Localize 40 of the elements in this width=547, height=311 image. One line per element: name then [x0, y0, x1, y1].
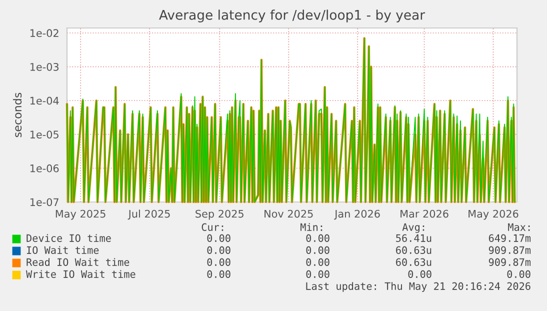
chart-title: Average latency for /dev/loop1 - by year — [159, 10, 426, 22]
text: Min: — [300, 223, 322, 231]
x-tick-label: May 2026 — [468, 210, 518, 220]
text: 0.00 — [207, 270, 230, 278]
legend-label: Read IO Wait time — [26, 258, 130, 266]
text: 0.00 — [306, 246, 330, 254]
y-axis-title: seconds — [13, 92, 22, 138]
y-tick-label: 1e-03 — [30, 62, 59, 71]
text: 0.00 — [207, 258, 230, 266]
text: 0.00 — [306, 258, 330, 266]
x-tick-label: Jul 2025 — [128, 210, 170, 220]
text: 56.41u — [396, 234, 432, 242]
text: 909.87m — [488, 258, 531, 266]
text: Max: — [508, 223, 530, 231]
x-tick-label: Nov 2025 — [264, 210, 313, 218]
legend-label: IO Wait time — [26, 246, 99, 254]
text: 0.00 — [408, 270, 432, 278]
text: Avg: — [402, 223, 424, 233]
text: Last update: Thu May 21 20:16:24 2026 — [306, 282, 530, 292]
y-tick-label: 1e-06 — [30, 164, 59, 172]
y-tick-label: 1e-02 — [30, 29, 58, 38]
text: 0.00 — [207, 234, 230, 242]
text: 909.87m — [488, 246, 531, 254]
x-tick-label: May 2025 — [56, 210, 106, 220]
x-tick-label: Mar 2026 — [400, 210, 448, 218]
y-tick-label: 1e-07 — [30, 198, 58, 206]
y-tick-label: 1e-05 — [30, 130, 58, 138]
text: 0.00 — [507, 270, 530, 278]
legend-label: Device IO time — [26, 234, 111, 242]
text: 0.00 — [306, 270, 330, 278]
y-tick-label: 1e-04 — [30, 96, 59, 105]
text: 60.63u — [396, 258, 432, 266]
text: 60.63u — [396, 246, 432, 254]
text: 649.17m — [488, 234, 531, 242]
legend-label: Write IO Wait time — [26, 270, 136, 278]
text: Cur: — [202, 223, 224, 231]
text: 0.00 — [207, 246, 230, 254]
x-tick-label: Sep 2025 — [196, 210, 244, 220]
text: 0.00 — [306, 234, 330, 242]
x-tick-label: Jan 2026 — [334, 210, 380, 220]
